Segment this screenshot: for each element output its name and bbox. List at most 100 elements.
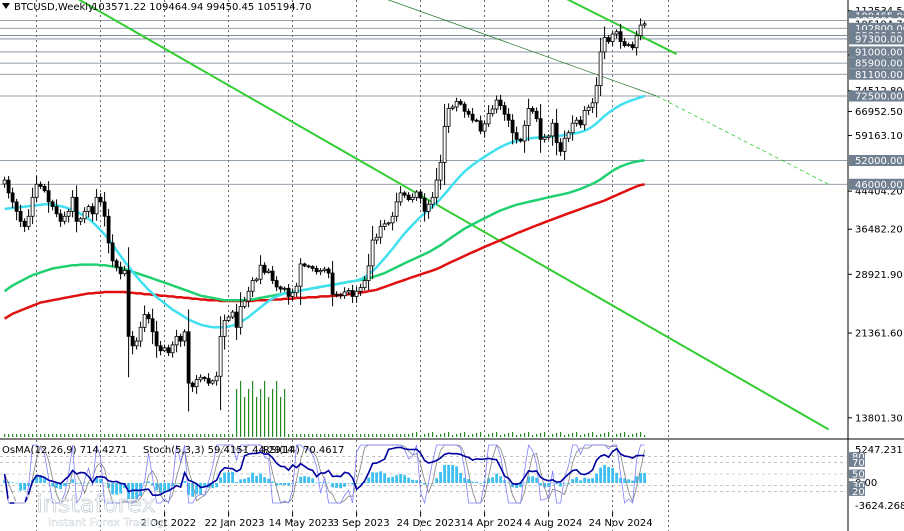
candle-body [466, 110, 471, 115]
candle-body [514, 132, 519, 140]
osma-bar [463, 477, 466, 483]
osma-bar [275, 483, 278, 486]
osma-bar [395, 475, 398, 483]
candle-body [250, 280, 255, 292]
trendline-upper-channel[interactable] [349, 0, 678, 55]
osma-bar [283, 483, 286, 486]
osma-bar [167, 483, 170, 491]
osma-bar [515, 483, 518, 489]
candle-body [430, 196, 435, 205]
candle-body [450, 106, 455, 109]
volume-bar [576, 432, 578, 437]
trendline-inner-channel-ext[interactable] [656, 95, 829, 185]
level-tag-label: 91000.00 [855, 47, 903, 58]
volume-bar [268, 397, 270, 437]
osma-bar [451, 465, 454, 483]
candle-body [34, 183, 39, 198]
volume-bar [592, 432, 594, 437]
candle-body [246, 290, 251, 302]
osma-bar [379, 471, 382, 483]
volume-bar [372, 434, 374, 437]
volume-bar [204, 434, 206, 437]
candle-body [38, 183, 43, 187]
candle-body [330, 272, 335, 295]
volume-bar [360, 434, 362, 437]
volume-bar [8, 434, 10, 437]
candle-body [54, 206, 59, 215]
osc-level-tag [849, 486, 865, 496]
candle-body [534, 110, 539, 120]
candle-body [122, 270, 127, 275]
candle-body [542, 136, 547, 140]
time-tick-label: 24 Nov 2024 [589, 518, 653, 529]
collapse-triangle-icon[interactable] [2, 3, 10, 9]
volume-bar [136, 434, 138, 437]
volume-bar [300, 434, 302, 437]
candle-body [82, 210, 87, 220]
volume-bar [584, 434, 586, 437]
osc-level-label: 70 [852, 458, 865, 469]
osma-bar [567, 483, 570, 485]
candle-body [178, 335, 183, 342]
candle-body [390, 215, 395, 224]
level-tag [849, 33, 904, 45]
osc-level-label: 20 [852, 487, 865, 498]
volume-bar [448, 432, 450, 437]
candle-body [470, 113, 475, 121]
volume-bar [184, 434, 186, 437]
osma-bar [319, 482, 322, 483]
trendlines[interactable] [25, 0, 830, 431]
candle-body [386, 222, 391, 225]
volume-bar [580, 435, 582, 437]
trendline-lower-channel[interactable] [25, 0, 830, 431]
trendline-inner-channel[interactable] [341, 0, 657, 97]
volume-bar [256, 397, 258, 437]
osma-bar [643, 473, 646, 483]
volume-bar [160, 434, 162, 437]
volume-bar [236, 389, 238, 437]
candle-body [230, 311, 235, 318]
volume-bar [140, 434, 142, 437]
osma-bar [111, 483, 114, 495]
osma-bar [423, 483, 426, 485]
osma-bar [399, 473, 402, 483]
osma-bar [3, 480, 6, 483]
osma-bar [539, 483, 542, 486]
stoch-main-line [4, 443, 645, 505]
candles [2, 18, 647, 412]
level-tag [849, 90, 904, 102]
oscillator-lines [3, 443, 645, 505]
osma-bar [575, 476, 578, 483]
volume-bar [632, 434, 634, 437]
candle-body [546, 135, 551, 138]
candle-body [202, 376, 207, 379]
osma-bar [103, 482, 106, 484]
candle-body [186, 331, 191, 384]
candle-body [14, 201, 19, 212]
candle-body [354, 290, 359, 297]
candle-body [478, 120, 483, 132]
osma-bar [251, 472, 254, 483]
osma-bar [411, 479, 414, 483]
volume-bar [336, 434, 338, 437]
osma-bar [419, 481, 422, 483]
volume-bar [328, 434, 330, 437]
osma-bar [7, 481, 10, 483]
volume-bar [376, 434, 378, 437]
volume-bar [48, 434, 50, 437]
volume-bar [56, 434, 58, 437]
osma-bar [611, 467, 614, 483]
candle-body [134, 340, 139, 347]
volume-bar [316, 434, 318, 437]
candle-body [486, 113, 491, 125]
candle-body [494, 99, 499, 110]
candle-body [634, 35, 639, 49]
volume-bar [380, 434, 382, 437]
volume-bar [504, 434, 506, 437]
osma-bar [147, 481, 150, 483]
volume-bar [84, 434, 86, 437]
